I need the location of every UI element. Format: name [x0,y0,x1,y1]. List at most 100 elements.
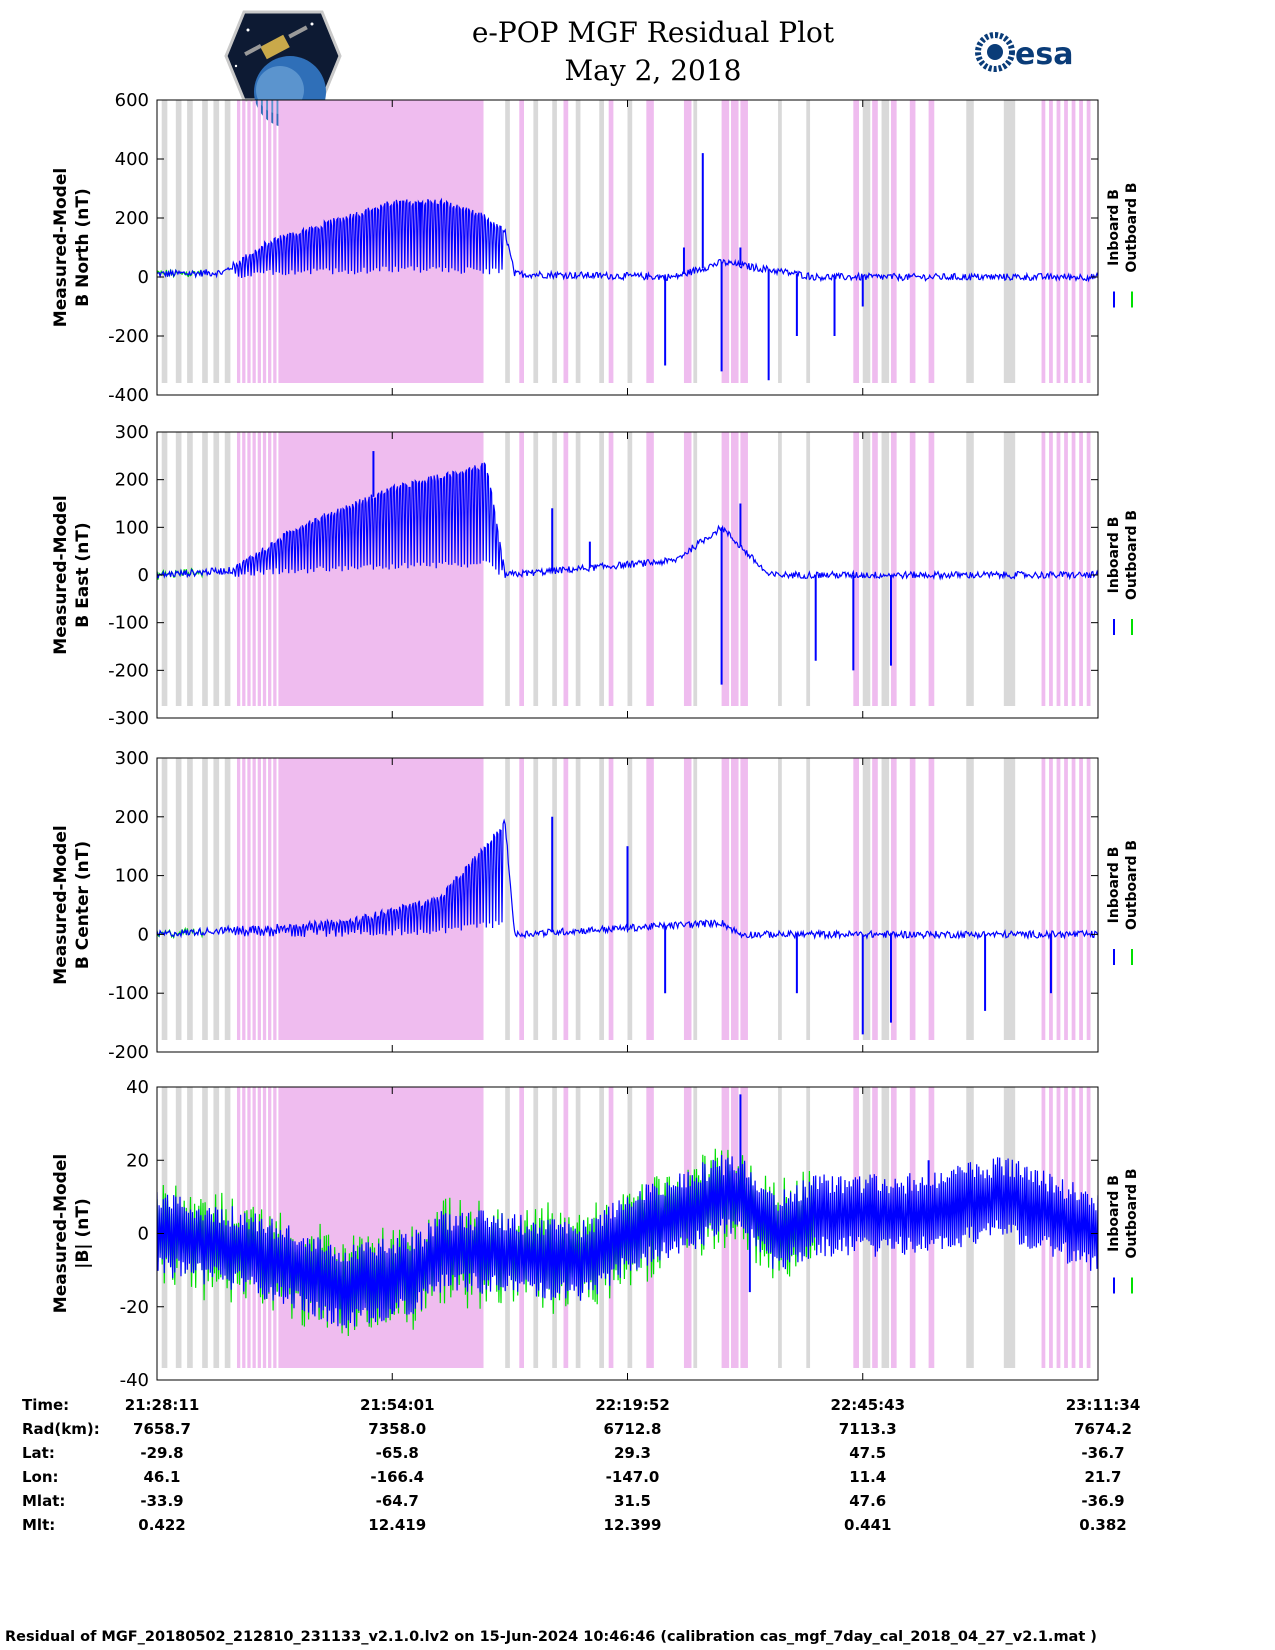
y-tick-label: 100 [115,517,149,538]
shading-band [1049,432,1053,706]
info-cell: 21:28:11 [125,1396,200,1414]
legend: Inboard B Outboard B [1106,840,1140,965]
shading-band [242,1087,246,1368]
shading-band [599,432,604,706]
shading-band [505,100,510,383]
shading-band [1079,100,1083,383]
shading-band [252,100,256,383]
shading-band [740,100,748,383]
orbit-info-table: Time: 21:28:11 21:54:01 22:19:52 22:45:43 23:… [22,1396,1140,1534]
shading-band [608,100,614,383]
shading-band [247,100,251,383]
shading-band [187,100,193,383]
shading-band [872,758,878,1040]
shading-band [202,432,208,706]
shading-band [646,758,654,1040]
info-row-label: Rad(km): [22,1420,100,1438]
shading-band [853,432,859,706]
y-tick-label: 0 [138,924,149,945]
info-cell: 7658.7 [133,1420,191,1438]
shading-band [599,100,604,383]
shading-band [279,432,482,706]
info-cell: 11.4 [849,1468,886,1486]
shading-band [608,758,614,1040]
shading-band [1003,100,1016,383]
shading-band [890,432,897,706]
title-line-2: May 2, 2018 [565,54,742,87]
shading-band [1064,758,1068,1040]
shading-band [778,100,782,383]
shading-band [928,432,935,706]
shading-band [161,100,168,383]
shading-band [563,432,569,706]
footer-caption: Residual of MGF_20180502_212810_231133_v… [5,1629,1097,1645]
info-cell: 21:54:01 [360,1396,435,1414]
info-cell: -36.9 [1081,1492,1124,1510]
info-cell: 12.399 [604,1516,662,1534]
shading-band [966,432,974,706]
series-group [157,451,1098,685]
info-cell: 47.5 [849,1444,886,1462]
shading-band [683,100,692,383]
info-cell: -29.8 [140,1444,183,1462]
shading-band [268,100,272,383]
y-tick-label: -100 [108,983,149,1004]
shading-band [890,100,897,383]
shading-band [187,758,193,1040]
shading-band [1086,758,1091,1040]
shading-band [1071,432,1076,706]
shading-band [236,100,241,383]
shading-band [1056,100,1061,383]
shading-band [480,758,484,1040]
shading-band [252,1087,256,1368]
shading-band [693,432,698,706]
shading-band [1064,100,1068,383]
shading-band [533,758,539,1040]
shading-band [1079,432,1083,706]
shading-band [273,758,277,1040]
shading-band [1003,1087,1016,1368]
shading-band [575,100,581,383]
shading-band [273,1087,277,1368]
shading-band [1086,100,1091,383]
shading-band [890,758,897,1040]
info-cell: 6712.8 [604,1420,662,1438]
shading-band [257,432,261,706]
y-tick-label: 20 [126,1150,149,1171]
shading-band [1003,758,1016,1040]
info-cell: -147.0 [606,1468,660,1486]
legend: Inboard B Outboard B [1106,1168,1140,1294]
shading-band [224,100,231,383]
shading-band [242,432,246,706]
shading-band [853,100,859,383]
y-tick-label: -300 [108,708,149,729]
info-cell: 22:19:52 [595,1396,670,1414]
shading-band [1003,432,1016,706]
info-cell: 31.5 [614,1492,651,1510]
shading-band [213,758,220,1040]
y-tick-label: 0 [138,1224,149,1245]
shading-band [480,432,484,706]
series-inboard-line [157,1154,1098,1329]
info-cell: 7674.2 [1074,1420,1132,1438]
shading-band [862,100,871,383]
shading-band [575,1087,581,1368]
info-row-label: Mlat: [22,1492,65,1510]
shading-band [909,100,916,383]
shading-band [175,758,182,1040]
shading-band [224,758,231,1040]
legend-outboard-label: Outboard B [1124,1168,1140,1258]
shading-band [268,758,272,1040]
y-tick-label: 0 [138,565,149,586]
shading-band [563,1087,569,1368]
shading-band [966,100,974,383]
shading-band [881,432,890,706]
y-tick-label: 200 [115,807,149,828]
panel-total: 40 20 0 -20 -40 Measured-Model |B| (nT) Inboard… [51,1077,1140,1391]
shading-band [533,432,539,706]
shading-band [627,758,633,1040]
header: e-POP MGF Residual Plot May 2, 2018 esa [224,10,1073,128]
shading-band [1041,100,1046,383]
info-cell: 7113.3 [839,1420,897,1438]
shading-band [909,432,916,706]
